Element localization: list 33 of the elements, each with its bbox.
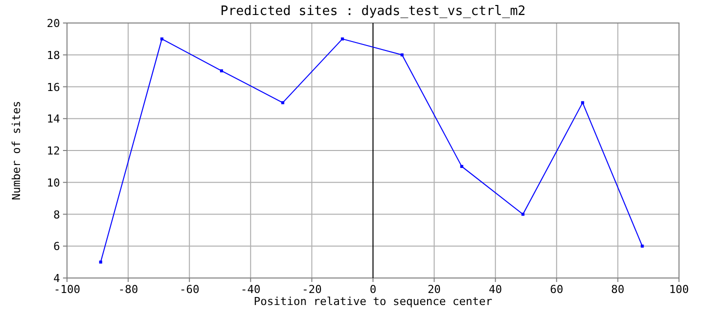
point <box>340 37 344 40</box>
x-tick-label: 100 <box>669 283 689 296</box>
point <box>460 164 464 168</box>
y-tick-label: 10 <box>46 176 60 190</box>
x-tick-label: 20 <box>428 283 441 296</box>
y-tick-label: 16 <box>46 80 60 94</box>
point <box>99 260 102 264</box>
y-tick-label: 18 <box>46 48 60 62</box>
point <box>640 244 644 248</box>
x-tick-label: 60 <box>550 283 564 296</box>
x-tick-label: 40 <box>488 283 502 296</box>
point <box>400 53 404 56</box>
y-axis-title: Number of sites <box>10 100 23 200</box>
x-tick-label: -20 <box>302 283 322 296</box>
y-tick-label: 8 <box>53 208 60 222</box>
chart-title: Predicted sites : dyads_test_vs_ctrl_m2 <box>220 4 526 19</box>
point <box>281 101 284 104</box>
point <box>220 69 224 72</box>
x-tick-label: -60 <box>179 283 200 296</box>
x-tick-label: -80 <box>118 283 138 296</box>
x-tick-label: 0 <box>370 283 376 296</box>
x-tick-label: -40 <box>240 283 261 296</box>
x-tick-label: 80 <box>611 283 624 296</box>
y-tick-label: 12 <box>46 144 60 158</box>
y-tick-label: 6 <box>53 240 60 254</box>
y-tick-label: 20 <box>46 17 60 30</box>
point <box>160 37 164 40</box>
x-axis-title: Position relative to sequence center <box>254 295 493 308</box>
point <box>581 101 584 104</box>
point <box>521 212 524 216</box>
y-tick-label: 14 <box>46 112 60 126</box>
y-tick-label: 4 <box>53 272 60 285</box>
x-tick-label: -100 <box>54 283 80 296</box>
